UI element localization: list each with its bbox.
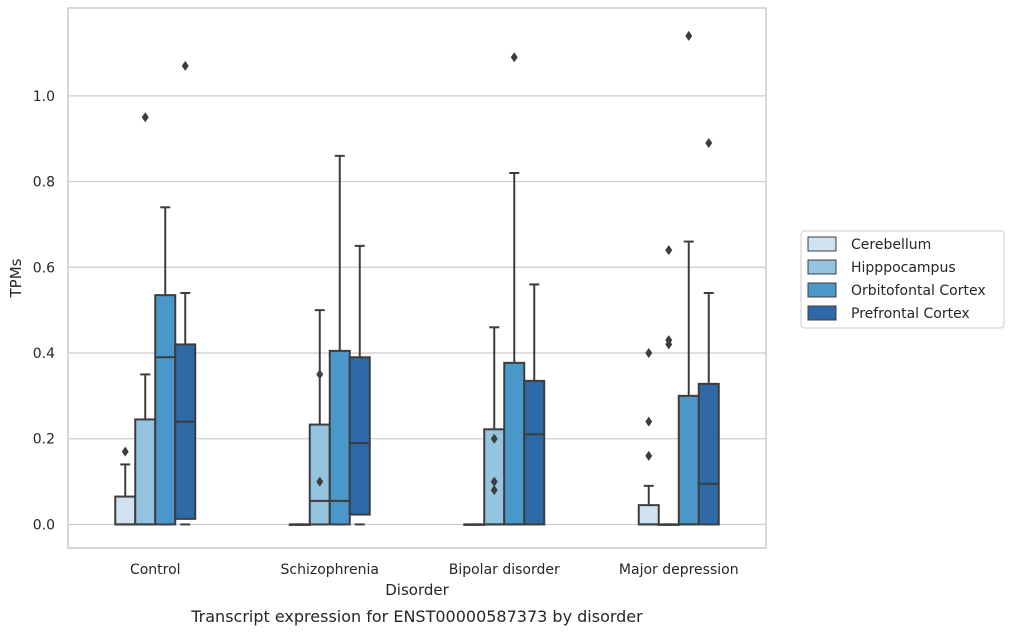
outlier-point [705,138,713,148]
box-group [114,446,137,526]
box-group [637,348,660,526]
box [677,394,700,526]
x-tick-label: Control [130,562,181,578]
y-axis-label: TPMs [7,258,25,298]
box-plot-boxes [114,30,720,526]
box-group [288,523,311,526]
box-group [328,154,351,526]
outlier-point [121,446,129,457]
legend-swatch [807,282,837,298]
outlier-point [316,476,324,487]
outlier-point [645,450,653,461]
figure-caption: Transcript expression for ENST0000058737… [190,607,643,626]
legend-frame [800,230,1005,329]
legend-items: Cerebellum Hipppocampus Orbitofontal Corte… [807,236,986,322]
y-tick-label: 0.4 [33,346,55,362]
legend-label: Hipppocampus [851,260,956,276]
y-tick-labels: 0.0 0.2 0.4 0.6 0.8 1.0 [33,89,55,534]
legend-swatch [807,236,837,252]
box [503,361,526,526]
outlier-point [316,369,324,380]
x-axis-label: Disorder [385,581,449,599]
y-tick-label: 0.2 [33,432,55,448]
box-group [308,309,331,526]
box [114,495,137,526]
y-tick-label: 0.8 [33,175,55,191]
box-group [174,60,197,526]
box [308,423,331,526]
legend-swatch [807,259,837,275]
x-tick-label: Major depression [619,562,739,578]
box [174,343,197,520]
legend: Cerebellum Hipppocampus Orbitofontal Corte… [800,230,1005,329]
legend-swatch [807,305,837,321]
outlier-point [665,335,673,346]
box [134,418,157,526]
box-group [483,326,506,526]
legend-label: Orbitofontal Cortex [851,283,986,299]
box [154,294,177,526]
box [523,379,546,526]
box-group [697,138,720,526]
outlier-point [645,348,653,358]
legend-label: Cerebellum [851,237,931,253]
outlier-point [490,485,498,496]
box [348,356,371,516]
y-tick-label: 1.0 [33,89,55,105]
box-group [154,206,177,526]
outlier-point [141,112,149,123]
outlier-point [490,476,498,487]
outlier-point [645,416,653,427]
box [328,349,351,526]
box-group [134,112,157,526]
outlier-point [181,60,189,71]
x-tick-labels: Control Schizophrenia Bipolar disorder Majo… [130,562,739,578]
y-tick-label: 0.0 [33,517,55,533]
x-tick-label: Schizophrenia [281,562,379,578]
box [697,382,720,526]
outlier-point [490,433,498,444]
legend-label: Prefrontal Cortex [851,306,970,322]
plot-frame [67,7,767,549]
x-tick-label: Bipolar disorder [449,562,560,578]
outlier-point [665,245,673,256]
y-tick-label: 0.6 [33,260,55,276]
box-group [463,523,486,526]
box-group [677,30,700,526]
outlier-point [510,52,518,63]
box-group [348,244,371,526]
box-group [523,283,546,526]
outlier-point [685,30,693,41]
box-group [503,52,526,526]
box [637,504,660,526]
box-group [657,245,680,526]
